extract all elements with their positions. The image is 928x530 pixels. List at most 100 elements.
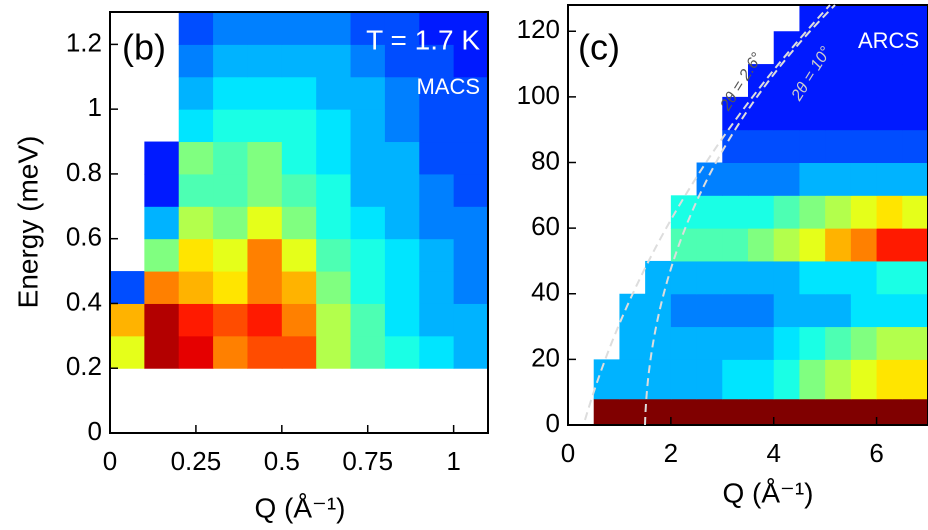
heatmap-cell — [902, 260, 928, 295]
heatmap-cell — [902, 326, 928, 360]
heatmap-cell — [748, 162, 775, 196]
heatmap-cell — [350, 271, 386, 304]
annotation: MACS — [416, 74, 480, 99]
heatmap-cell — [876, 398, 903, 426]
heatmap-cell — [825, 162, 852, 196]
heatmap-cell — [316, 141, 352, 175]
heatmap-cell — [850, 162, 878, 196]
heatmap-cell — [350, 141, 386, 175]
y-tick-label: 60 — [531, 211, 560, 241]
heatmap-cell — [902, 96, 928, 131]
heatmap-cell — [247, 109, 283, 143]
heatmap-cell — [350, 173, 386, 207]
heatmap-cell — [213, 335, 248, 369]
heatmap-cell — [178, 335, 214, 369]
heatmap-cell — [722, 96, 749, 131]
heatmap-cell — [850, 195, 878, 229]
heatmap-cell — [419, 335, 455, 369]
heatmap-cell — [696, 195, 723, 229]
heatmap-cell — [350, 303, 386, 337]
x-tick-label: 0 — [103, 446, 117, 476]
heatmap-cell — [825, 260, 852, 295]
heatmap-cell — [825, 64, 852, 98]
heatmap-cell — [902, 162, 928, 196]
heatmap-cell — [144, 206, 180, 240]
heatmap-cell — [696, 359, 723, 400]
heatmap-cell — [825, 228, 852, 262]
panel-label: (b) — [122, 27, 166, 68]
heatmap-cell — [178, 206, 214, 240]
heatmap-cell — [247, 76, 283, 110]
heatmap-cell — [696, 326, 723, 360]
heatmap-cell — [213, 76, 248, 110]
heatmap-cell — [876, 260, 903, 295]
y-tick-label: 0 — [88, 416, 102, 446]
heatmap-cell — [825, 359, 852, 400]
heatmap-cell — [619, 359, 646, 400]
heatmap-cell — [247, 303, 283, 337]
heatmap-cell — [384, 271, 420, 304]
heatmap-cell — [384, 44, 420, 78]
heatmap-cell — [350, 238, 386, 272]
y-tick-label: 40 — [531, 277, 560, 307]
heatmap-cell — [722, 260, 749, 295]
heatmap-cell — [247, 271, 283, 304]
heatmap-cell — [722, 129, 749, 163]
heatmap-cell — [384, 12, 420, 45]
heatmap-cell — [773, 260, 800, 295]
heatmap-cell — [593, 398, 620, 426]
x-tick-label: 1 — [446, 446, 460, 476]
heatmap-cell — [825, 398, 852, 426]
heatmap-cell — [799, 96, 826, 131]
heatmap-cell — [419, 109, 455, 143]
heatmap-cell — [453, 12, 489, 45]
heatmap-cell — [178, 44, 214, 78]
heatmap-cell — [619, 398, 646, 426]
heatmap-cell — [825, 326, 852, 360]
heatmap-cell — [799, 359, 826, 400]
heatmap-cell — [902, 31, 928, 65]
heatmap-cell — [748, 129, 775, 163]
heatmap-cell — [619, 293, 646, 328]
x-axis-label: Q (Å⁻¹) — [255, 492, 346, 523]
heatmap-cell — [281, 141, 317, 175]
heatmap-cell — [876, 359, 903, 400]
heatmap-cell — [748, 326, 775, 360]
heatmap-cell — [213, 12, 248, 45]
heatmap-cell — [178, 303, 214, 337]
heatmap-cell — [316, 44, 352, 78]
heatmap-cell — [144, 141, 180, 175]
heatmap-cell — [799, 398, 826, 426]
heatmap-cell — [722, 359, 749, 400]
heatmap-cell — [876, 31, 903, 65]
heatmap-cell — [722, 326, 749, 360]
heatmap-cell — [876, 195, 903, 229]
heatmap-cell — [213, 44, 248, 78]
heatmap-cell — [213, 109, 248, 143]
heatmap-cell — [748, 96, 775, 131]
heatmap-cell — [902, 398, 928, 426]
heatmap-cell — [350, 206, 386, 240]
heatmap-cell — [247, 173, 283, 207]
heatmap-cell — [748, 293, 775, 328]
heatmap-cell — [773, 228, 800, 262]
heatmap-cell — [384, 141, 420, 175]
heatmap-cell — [110, 271, 145, 304]
heatmap-cell — [178, 141, 214, 175]
y-tick-label: 100 — [517, 80, 560, 110]
heatmap-cell — [350, 76, 386, 110]
heatmap-cell — [670, 326, 698, 360]
x-tick-label: 0.5 — [264, 446, 300, 476]
heatmap-cell — [213, 271, 248, 304]
heatmap-cell — [453, 238, 489, 272]
heatmap-cell — [799, 64, 826, 98]
heatmap-cell — [645, 260, 672, 295]
heatmap-cell — [670, 398, 698, 426]
heatmap-cell — [902, 64, 928, 98]
heatmap-cell — [696, 260, 723, 295]
y-tick-label: 1 — [88, 92, 102, 122]
heatmap-cell — [748, 260, 775, 295]
heatmap-cell — [850, 260, 878, 295]
heatmap-cell — [384, 173, 420, 207]
